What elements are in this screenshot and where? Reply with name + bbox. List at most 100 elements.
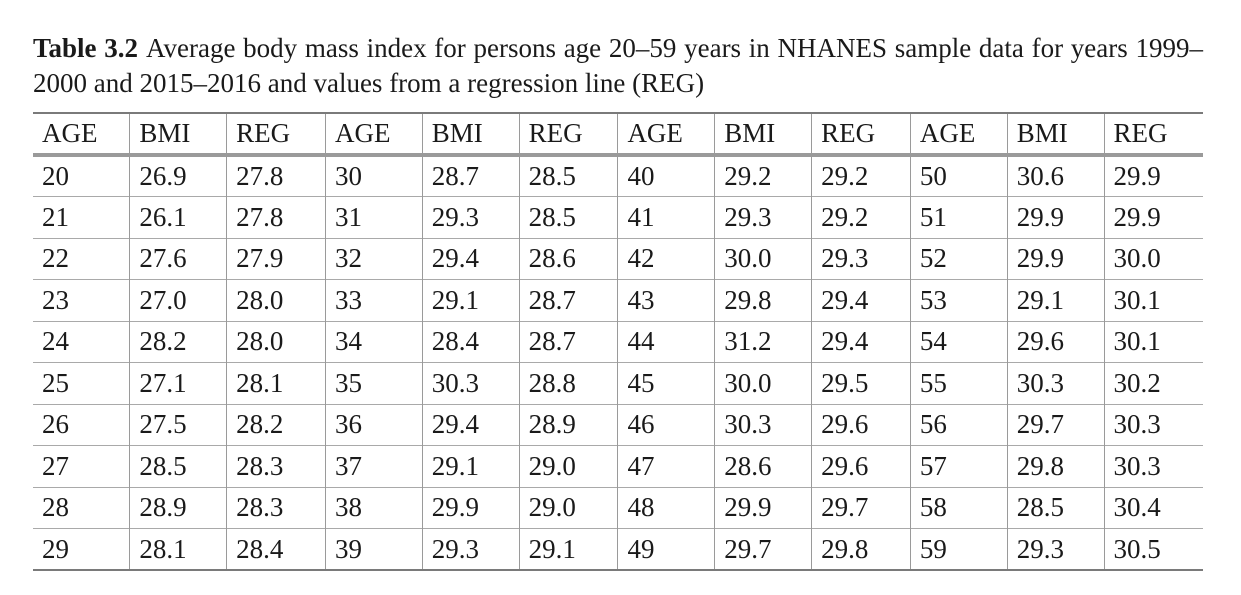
table-cell-age: 41 [617,196,715,238]
table-cell-reg: 27.9 [226,238,326,280]
table-cell-bmi: 28.5 [129,445,227,487]
table-cell-reg: 28.3 [226,445,326,487]
table-cell-age: 44 [617,321,715,363]
table-cell-bmi: 29.1 [1006,279,1105,321]
table-cell-age: 27 [42,450,69,481]
table-cell-reg: 29.6 [811,445,911,487]
table-cell-age: 40 [617,155,715,197]
table-cell-age: 39 [324,528,423,570]
table-cell-bmi: 29.1 [421,279,520,321]
table-cell-reg: 28.8 [518,362,618,404]
table-cell-age: 50 [909,155,1008,197]
table-cell-age: 55 [909,362,1008,404]
table-cell-bmi: 29.7 [714,528,812,570]
table-cell-bmi: 28.2 [129,321,227,363]
table-cell-bmi: 29.3 [421,196,520,238]
table-row: 23 27.0 28.0 33 29.1 28.7 43 29.8 29.4 53 29.1 30.1 [33,279,1203,321]
table-cell-reg: 29.2 [811,196,911,238]
table-cell-age: 28 [42,492,69,523]
table-row: 27 28.5 28.3 37 29.1 29.0 47 28.6 29.6 57 29.8 30.3 [33,445,1203,487]
table-cell-bmi: 30.3 [421,362,520,404]
table-cell-reg: 28.5 [518,196,618,238]
table-cell-bmi: 27.5 [129,404,227,446]
table-cell-bmi: 28.9 [129,487,227,529]
table-cell-reg: 30.2 [1103,362,1203,404]
table-cell-reg: 28.5 [518,155,618,197]
table-cell-age: 42 [617,238,715,280]
table-cell-age: 57 [909,445,1008,487]
column-header-age: AGE [909,113,1008,157]
table-cell-reg: 28.4 [226,528,326,570]
column-header-age: AGE [617,113,715,157]
table-cell-bmi: 29.4 [421,238,520,280]
column-header-reg: REG [811,113,911,157]
table-cell-age: 23 [42,284,69,315]
table-cell-bmi: 29.4 [421,404,520,446]
table-cell-reg: 27.8 [226,196,326,238]
column-header-bmi: BMI [421,113,520,157]
table-cell-bmi: 29.8 [714,279,812,321]
table-row: 22 27.6 27.9 32 29.4 28.6 42 30.0 29.3 52 29.9 30.0 [33,238,1203,280]
table-cell-reg: 27.8 [226,155,326,197]
table-header-row: AGE BMI REG AGE BMI REG AGE BMI REG AGE BMI REG [33,113,1203,157]
table-cell-age: 21 [42,201,69,232]
table-cell-reg: 29.4 [811,321,911,363]
table-cell-bmi: 28.5 [1006,487,1105,529]
table-cell-bmi: 30.6 [1006,155,1105,197]
table-cell-bmi: 29.9 [421,487,520,529]
table-cell-age: 33 [324,279,423,321]
table-cell-age: 59 [909,528,1008,570]
table-cell-age: 22 [42,243,69,274]
table-cell-age: 30 [324,155,423,197]
table-cell-bmi: 28.6 [714,445,812,487]
table-cell-bmi: 27.1 [129,362,227,404]
table-cell-reg: 29.5 [811,362,911,404]
table-cell-bmi: 26.1 [129,196,227,238]
table-caption-label: Table 3.2 [33,33,138,63]
table-cell-age: 31 [324,196,423,238]
table-cell-age: 58 [909,487,1008,529]
table-cell-age: 48 [617,487,715,529]
table-cell-reg: 29.4 [811,279,911,321]
table-cell-reg: 30.4 [1103,487,1203,529]
table-cell-bmi: 30.3 [714,404,812,446]
table-cell-reg: 28.7 [518,321,618,363]
column-header-reg: REG [1103,113,1203,157]
table-cell-reg: 29.7 [811,487,911,529]
table-cell-reg: 29.2 [811,155,911,197]
table-cell-reg: 29.3 [811,238,911,280]
table-cell-bmi: 29.7 [1006,404,1105,446]
table-cell-bmi: 27.6 [129,238,227,280]
table-cell-age: 49 [617,528,715,570]
table-cell-reg: 28.0 [226,279,326,321]
table-cell-reg: 30.0 [1103,238,1203,280]
table-cell-bmi: 29.2 [714,155,812,197]
table-row: 21 26.1 27.8 31 29.3 28.5 41 29.3 29.2 51 29.9 29.9 [33,196,1203,238]
column-header-age: AGE [33,113,130,157]
table-cell-reg: 30.1 [1103,321,1203,363]
table-cell-reg: 28.0 [226,321,326,363]
table-cell-reg: 30.3 [1103,445,1203,487]
table-row: 24 28.2 28.0 34 28.4 28.7 44 31.2 29.4 54 29.6 30.1 [33,321,1203,363]
table-cell-reg: 28.7 [518,279,618,321]
table-cell-reg: 29.1 [518,528,618,570]
column-header-bmi: BMI [714,113,812,157]
table-cell-age: 20 [42,161,69,191]
table-body: 20 26.9 27.8 30 28.7 28.5 40 29.2 29.2 50 30.6 29.9… [33,155,1203,570]
column-header-bmi: BMI [129,113,227,157]
table-cell-age: 43 [617,279,715,321]
table-cell-reg: 29.0 [518,445,618,487]
table-cell-reg: 28.2 [226,404,326,446]
table-cell-age: 32 [324,238,423,280]
table-cell-reg: 30.1 [1103,279,1203,321]
table-cell-age: 29 [42,533,69,564]
table-cell-age: 45 [617,362,715,404]
table-cell-bmi: 29.3 [421,528,520,570]
table-cell-reg: 29.9 [1103,196,1203,238]
table-cell-age: 36 [324,404,423,446]
table-cell-bmi: 31.2 [714,321,812,363]
table-cell-bmi: 29.3 [1006,528,1105,570]
table-cell-reg: 28.9 [518,404,618,446]
table-row: 29 28.1 28.4 39 29.3 29.1 49 29.7 29.8 59 29.3 30.5 [33,528,1203,570]
table-cell-age: 51 [909,196,1008,238]
